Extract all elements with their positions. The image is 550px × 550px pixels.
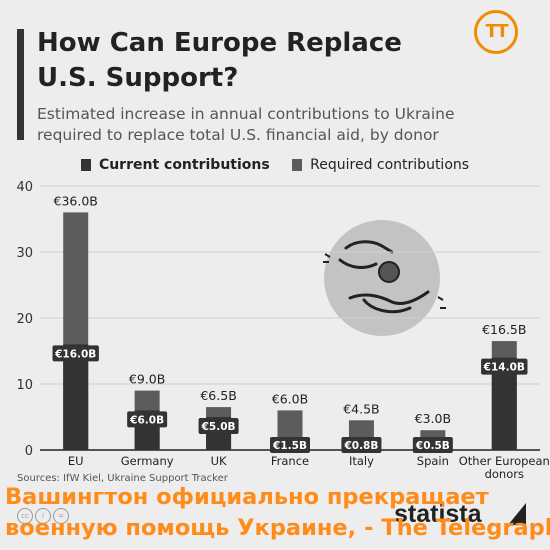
legend-swatch-required	[292, 159, 303, 171]
chart-subtitle: Estimated increase in annual contributio…	[37, 105, 455, 144]
giving-hand-icon	[344, 240, 394, 254]
legend-label-current: Current contributions	[98, 157, 270, 173]
chart-title: How Can Europe Replace U.S. Support?	[37, 28, 402, 93]
data-label-current-bg	[412, 437, 453, 453]
legend-swatch-current	[80, 159, 91, 171]
receiving-palm-icon	[362, 298, 412, 314]
legend-item-required: Required contributions	[292, 157, 469, 173]
data-label-current-bg	[127, 411, 168, 428]
data-label-current: €5.0B	[201, 421, 236, 433]
data-label-current: €0.8B	[343, 440, 378, 452]
cc-license-icon: cc	[17, 508, 33, 524]
x-tick-label: Spain	[417, 454, 449, 468]
title-accent-bar	[17, 29, 24, 140]
x-tick-label: Other European	[459, 454, 550, 468]
data-label-current-bg	[52, 345, 99, 362]
receiving-hand-icon	[348, 290, 430, 306]
statista-mark-icon	[508, 503, 526, 525]
overlay-line-2: военную помощь Украине, - The Telegraph	[5, 515, 550, 541]
news-overlay-caption: Вашингтон официально прекращает военную …	[5, 482, 550, 544]
data-label-required: €36.0B	[54, 193, 98, 208]
y-tick-label: 10	[16, 378, 33, 393]
giving-hand-fingers-icon	[338, 258, 378, 269]
motion-line-icon	[324, 253, 331, 258]
no-derivatives-icon: =	[53, 508, 69, 524]
data-label-current: €16.0B	[54, 348, 96, 360]
grid-lines	[40, 185, 540, 451]
x-tick-label: UK	[211, 454, 227, 468]
data-label-current-bg	[270, 437, 310, 453]
hand-coin-illustration	[323, 220, 446, 336]
y-tick-label: 20	[16, 312, 33, 327]
x-tick-label: donors	[485, 467, 524, 481]
data-label-required: €4.5B	[343, 401, 379, 416]
data-label-current: €14.0B	[483, 362, 525, 374]
x-tick-label: EU	[68, 454, 84, 468]
data-label-current: €6.0B	[129, 414, 164, 426]
bar-current	[63, 344, 89, 450]
data-label-required: €3.0B	[415, 411, 451, 426]
motion-line-icon	[437, 296, 444, 301]
data-label-required: €9.0B	[129, 372, 165, 387]
data-label-current-bg	[481, 358, 528, 375]
overlay-line-1: Вашингтон официально прекращает	[5, 484, 489, 510]
y-tick-labels: 0 10 20 30 40	[16, 180, 33, 459]
data-label-required: €6.5B	[200, 388, 236, 403]
legend-label-required: Required contributions	[310, 157, 470, 173]
legend-item-current: Current contributions	[80, 157, 270, 173]
attribution-icon: i	[35, 508, 51, 524]
x-tick-label: France	[271, 454, 309, 468]
sources-note: Sources: IfW Kiel, Ukraine Support Track…	[17, 473, 228, 484]
data-label-required: €6.0B	[272, 391, 308, 406]
x-tick-labels: EU Germany UK France Italy Spain Other Europea…	[68, 454, 550, 481]
bars: €36.0B €16.0B €9.0B €6.0B €6.5B €5.0B €6.0B €1.…	[52, 193, 528, 453]
data-label-current-bg	[341, 437, 382, 453]
y-tick-label: 40	[16, 180, 33, 195]
data-label-current: €0.5B	[415, 440, 450, 452]
y-tick-label: 30	[16, 246, 33, 261]
coin-icon	[378, 261, 400, 283]
y-tick-label: 0	[25, 444, 33, 459]
data-label-required: €16.5B	[482, 322, 526, 337]
statista-logo: statista	[394, 500, 482, 528]
telegraph-logo-icon: TT	[474, 10, 518, 54]
x-tick-label: Italy	[349, 454, 374, 468]
data-label-current: €1.5B	[272, 440, 307, 452]
legend: Current contributions Required contribut…	[0, 157, 550, 175]
x-tick-label: Germany	[121, 454, 174, 468]
data-label-current-bg	[198, 418, 239, 434]
